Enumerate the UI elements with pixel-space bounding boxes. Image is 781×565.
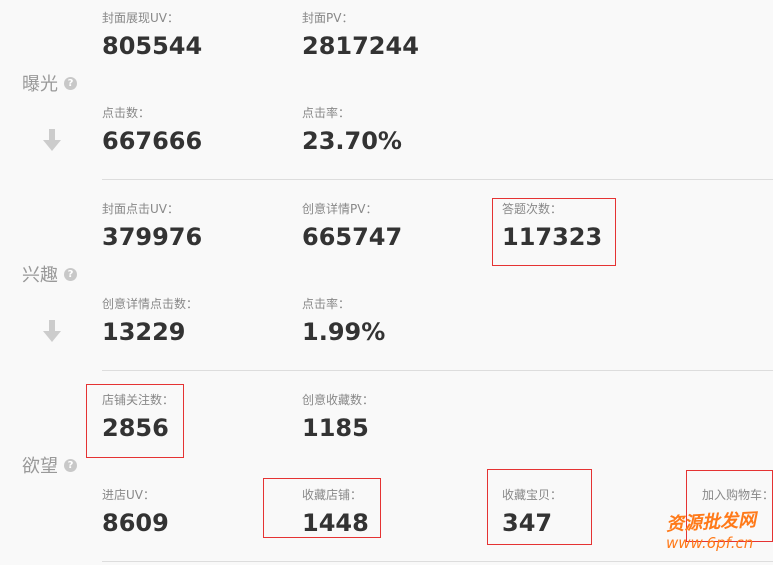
metric: 点击率： 23.70% <box>302 105 402 155</box>
metric-label: 创意详情PV： <box>302 202 378 216</box>
metric: 点击数： 667666 <box>102 105 202 155</box>
metric: 创意详情点击数： 13229 <box>102 296 198 346</box>
metric-label: 收藏店铺： <box>302 488 363 502</box>
metric-value: 667666 <box>102 127 203 155</box>
metric-label: 答题次数： <box>502 202 563 216</box>
divider <box>102 179 773 180</box>
highlight-box <box>487 469 592 545</box>
metric-value: 23.70% <box>302 127 402 155</box>
metric-value: 347 <box>502 509 553 537</box>
stage-title: 兴趣 <box>22 265 58 286</box>
metric-value: 1448 <box>302 509 369 537</box>
stage-title: 曝光 <box>22 74 58 95</box>
metric-label: 点击率： <box>302 297 351 311</box>
metric: 收藏宝贝： 347 <box>502 487 562 537</box>
watermark-url: www.6pf.cn <box>666 534 754 552</box>
stage-interest: 兴趣? <box>22 261 77 287</box>
metric-value: 13229 <box>102 318 186 346</box>
metric-value: 2817244 <box>302 32 419 60</box>
arrow-down-icon <box>43 129 61 151</box>
metric: 加入购物车： <box>702 487 774 509</box>
highlight-box <box>492 198 616 266</box>
metric-label: 封面点击UV： <box>102 202 179 216</box>
stage-exposure: 曝光? <box>22 70 77 96</box>
metric-value: 665747 <box>302 223 403 251</box>
metric-label: 点击数： <box>102 106 151 120</box>
metric-value: 805544 <box>102 32 203 60</box>
metric-label: 收藏宝贝： <box>502 488 563 502</box>
divider <box>102 561 773 562</box>
metric: 封面展现UV： 805544 <box>102 10 202 60</box>
metric: 封面点击UV： 379976 <box>102 201 202 251</box>
metric-value: 379976 <box>102 223 203 251</box>
highlight-box <box>263 478 381 538</box>
metric-value: 1.99% <box>302 318 386 346</box>
watermark: 资源批发网 <box>665 509 757 536</box>
metric-label: 店铺关注数： <box>102 393 175 407</box>
metric-label: 点击率： <box>302 106 351 120</box>
metric: 封面PV： 2817244 <box>302 10 419 60</box>
metric: 创意收藏数： 1185 <box>302 392 374 442</box>
highlight-box <box>86 384 184 458</box>
metric-label: 封面展现UV： <box>102 11 179 25</box>
metric: 创意详情PV： 665747 <box>302 201 402 251</box>
highlight-box <box>686 470 773 542</box>
metric: 答题次数： 117323 <box>502 201 602 251</box>
help-icon[interactable]: ? <box>64 458 77 472</box>
metric-value: 2856 <box>102 414 169 442</box>
metric: 进店UV： 8609 <box>102 487 169 537</box>
stage-title: 欲望 <box>22 456 58 477</box>
metric-value: 117323 <box>502 223 603 251</box>
metric: 收藏店铺： 1448 <box>302 487 369 537</box>
right-edge <box>773 0 781 565</box>
metric-label: 封面PV： <box>302 11 354 25</box>
metric-value: 1185 <box>302 414 369 442</box>
arrow-down-icon <box>43 320 61 342</box>
metric: 店铺关注数： 2856 <box>102 392 174 442</box>
divider <box>102 370 773 371</box>
help-icon[interactable]: ? <box>64 76 77 90</box>
metric-value: 8609 <box>102 509 169 537</box>
metric-label: 创意详情点击数： <box>102 297 199 311</box>
metric-label: 进店UV： <box>102 488 155 502</box>
metric-label: 创意收藏数： <box>302 393 375 407</box>
help-icon[interactable]: ? <box>64 267 77 281</box>
stage-desire: 欲望? <box>22 452 77 478</box>
metric: 点击率： 1.99% <box>302 296 385 346</box>
metric-label: 加入购物车： <box>702 488 775 502</box>
